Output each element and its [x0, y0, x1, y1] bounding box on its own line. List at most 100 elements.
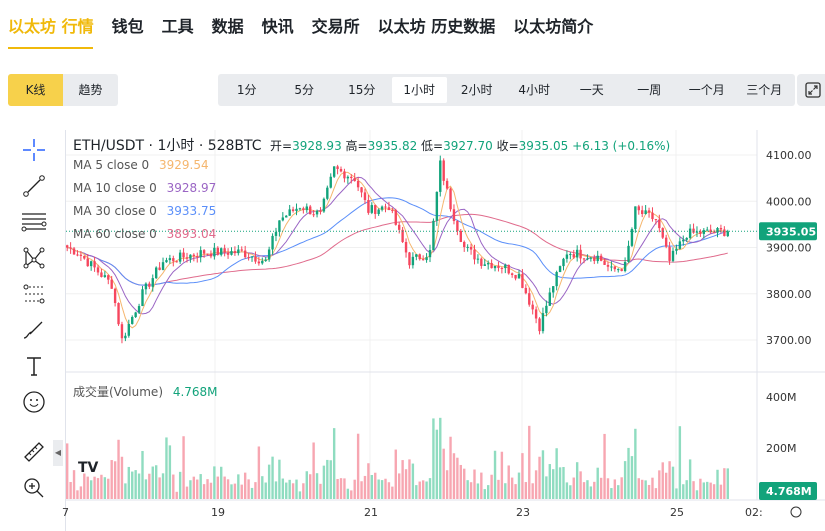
candle [528, 293, 531, 305]
candle [110, 279, 113, 289]
volume-bar [531, 483, 534, 499]
collapse-toolbar-button[interactable]: ◀ [53, 440, 63, 466]
volume-bar [675, 488, 678, 499]
candle [182, 252, 185, 258]
fullscreen-button[interactable] [797, 74, 825, 106]
volume-bar [445, 470, 449, 499]
candle [202, 250, 206, 254]
candle [240, 249, 243, 251]
candle [623, 261, 627, 272]
nav-item[interactable]: 数据 [211, 17, 244, 36]
text-tool[interactable] [20, 352, 48, 380]
high-label: 高= [345, 139, 368, 153]
zoom-in-tool[interactable] [20, 474, 48, 502]
interval-tab[interactable]: 15分 [348, 83, 376, 97]
volume-bar [237, 474, 240, 499]
candle [206, 253, 209, 255]
candle [127, 323, 131, 336]
candle [380, 206, 384, 210]
volume-bar [480, 472, 483, 499]
volume-bar [606, 478, 610, 499]
candle [295, 208, 298, 212]
ma-label: MA 60 close 0 [73, 227, 157, 241]
candle [688, 228, 692, 238]
interval-tab[interactable]: 一周 [637, 83, 662, 97]
interval-tab[interactable]: 一个月 [688, 83, 725, 97]
zoom-in-icon [24, 478, 44, 498]
volume-bar [524, 482, 528, 499]
brush-tool[interactable] [20, 316, 48, 344]
candle [230, 251, 233, 255]
volume-bar [706, 481, 709, 499]
interval-tab[interactable]: 一天 [579, 83, 604, 97]
candle [254, 256, 257, 262]
volume-bar [285, 482, 288, 499]
candle [480, 258, 483, 266]
time-axis-label: 19 [211, 506, 225, 519]
brush-icon [23, 321, 43, 339]
volume-bar [394, 449, 397, 499]
volume-bar [401, 460, 404, 499]
candle [712, 232, 716, 234]
trendline-tool[interactable] [20, 172, 48, 200]
volume-bar [613, 479, 617, 499]
interval-tab[interactable]: 1分 [236, 83, 257, 97]
nav-item[interactable]: 以太坊 行情 [8, 17, 94, 36]
candle [425, 257, 428, 261]
candle [199, 250, 202, 258]
nav-item[interactable]: 以太坊简介 [513, 17, 594, 36]
volume-bar [630, 456, 634, 499]
volume-bar [182, 436, 185, 499]
nav-item[interactable]: 交易所 [311, 17, 360, 36]
candle [521, 273, 524, 288]
volume-bar [370, 474, 374, 499]
volume-bar [473, 469, 476, 499]
volume-bar [709, 482, 712, 499]
volume-bar [353, 479, 356, 499]
ma-value: 3893.04 [166, 227, 217, 241]
volume-bar [692, 481, 695, 499]
candle [682, 239, 685, 242]
candle [151, 278, 154, 287]
candle [196, 256, 199, 258]
interval-tab[interactable]: 5分 [294, 83, 315, 97]
candle [103, 275, 107, 277]
tab-trend[interactable]: 趋势 [78, 83, 103, 97]
nav-item[interactable]: 以太坊 历史数据 [377, 17, 496, 36]
horizontal-lines-tool[interactable] [20, 208, 48, 236]
volume-bar [79, 486, 83, 499]
interval-tab[interactable]: 1小时 [391, 77, 447, 103]
price-axis-label: 3900.00 [766, 242, 812, 255]
volume-bar [678, 426, 682, 499]
candle [216, 247, 219, 255]
volume-bar [387, 482, 391, 499]
candle [702, 230, 706, 234]
candle [620, 269, 623, 272]
volume-bar [517, 472, 521, 499]
settings-icon[interactable] [790, 506, 802, 518]
price-axis-label: 3800.00 [766, 288, 812, 301]
nav-item[interactable]: 钱包 [111, 17, 144, 36]
volume-bar [671, 466, 675, 499]
fib-tool[interactable] [20, 280, 48, 308]
volume-bar [432, 418, 435, 499]
crosshair-tool[interactable] [20, 136, 48, 164]
interval-tab[interactable]: 4小时 [518, 83, 551, 97]
candle [709, 229, 712, 233]
candle [384, 206, 387, 208]
candle [315, 210, 319, 215]
emoji-tool[interactable] [20, 388, 48, 416]
interval-tab[interactable]: 三个月 [746, 83, 783, 97]
time-axis-label: 25 [670, 506, 684, 519]
tab-kline[interactable]: K线 [8, 74, 63, 106]
candle [452, 209, 456, 221]
nav-item[interactable]: 工具 [161, 17, 194, 36]
ruler-tool[interactable] [20, 438, 48, 466]
volume-bar [117, 439, 120, 499]
pattern-tool[interactable] [20, 244, 48, 272]
interval-tab[interactable]: 2小时 [460, 83, 493, 97]
volume-value: 4.768M [172, 385, 218, 399]
current-price-tag [759, 222, 817, 241]
nav-item[interactable]: 快讯 [261, 17, 294, 36]
